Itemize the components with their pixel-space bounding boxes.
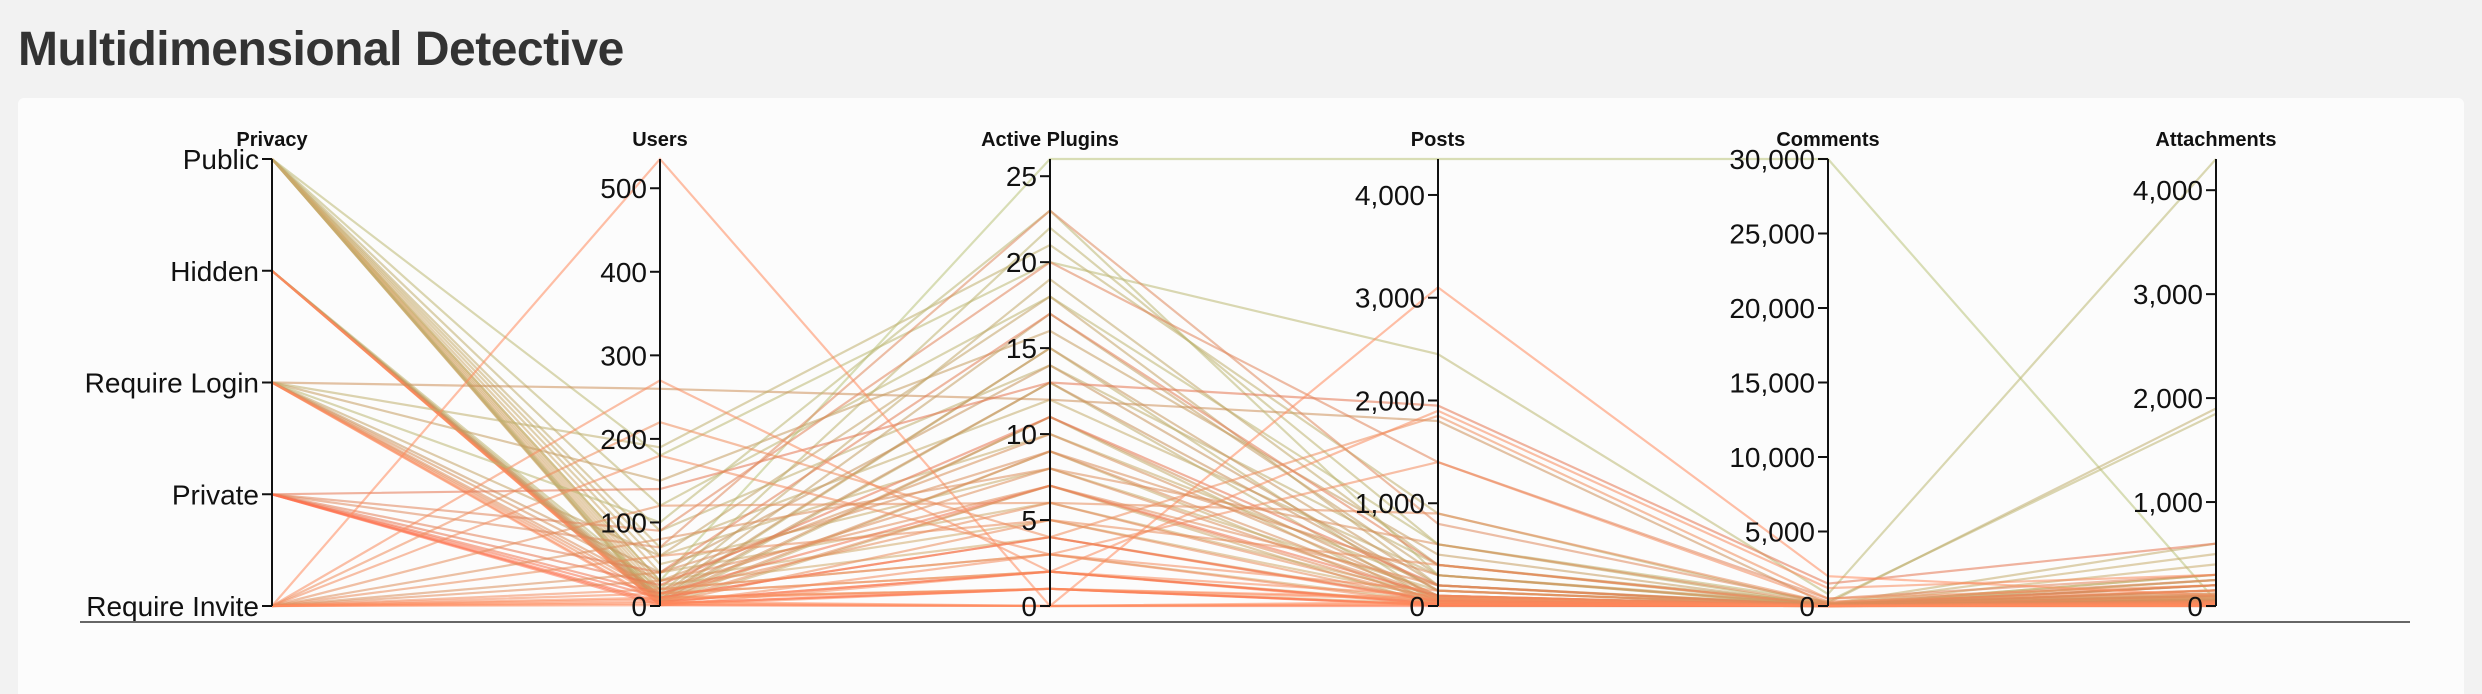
- tick-label: 5,000: [1745, 517, 1815, 548]
- axis-posts: Posts 0 1,000 2,000 3,000 4,000: [1355, 129, 1465, 622]
- tick-label: 4,000: [2133, 175, 2203, 206]
- record-line: [271, 158, 2217, 605]
- tick-label: 3,000: [1355, 283, 1425, 314]
- tick-label: 30,000: [1729, 144, 1815, 175]
- tick-label: Require Invite: [86, 591, 259, 622]
- axis-title-comments[interactable]: Comments: [1776, 129, 1879, 151]
- tick-label: 0: [1409, 591, 1425, 622]
- record-line: [271, 158, 2217, 596]
- tick-label: 1,000: [1355, 488, 1425, 519]
- axis-title-posts[interactable]: Posts: [1411, 129, 1465, 151]
- record-line: [271, 157, 2217, 608]
- tick-label: 20: [1006, 247, 1037, 278]
- axis-attachments: Attachments 0 1,000 2,000 3,000 4,000: [2133, 129, 2277, 622]
- tick-label: 200: [600, 424, 647, 455]
- tick-label: 2,000: [1355, 385, 1425, 416]
- tick-label: 25: [1006, 161, 1037, 192]
- tick-label: 10,000: [1729, 442, 1815, 473]
- tick-label: 100: [600, 507, 647, 538]
- tick-label: Public: [183, 144, 259, 175]
- tick-label: 15,000: [1729, 368, 1815, 399]
- tick-label: 15: [1006, 333, 1037, 364]
- tick-label: 0: [2187, 591, 2203, 622]
- record-line: [271, 603, 2216, 608]
- record-line: [271, 260, 2217, 600]
- tick-label: Private: [172, 479, 259, 510]
- axis-active-plugins: Active Plugins 0 5 10 15 20 25: [981, 129, 1119, 622]
- tick-label: 10: [1006, 419, 1037, 450]
- record-line: [271, 379, 2217, 607]
- tick-label: Hidden: [170, 256, 259, 287]
- tick-label: 500: [600, 173, 647, 204]
- chart-panel: Privacy Public Hidden Require Login Private R…: [18, 98, 2464, 694]
- tick-label: 300: [600, 340, 647, 371]
- tick-label: 0: [631, 591, 647, 622]
- record-line: [271, 381, 2217, 585]
- record-line: [271, 414, 2217, 607]
- axis-title-privacy[interactable]: Privacy: [236, 129, 308, 151]
- axis-comments: Comments 0 5,000 10,000 15,000 20,000 25,000 30…: [1729, 129, 1879, 622]
- tick-label: 400: [600, 257, 647, 288]
- tick-label: 1,000: [2133, 487, 2203, 518]
- axis-title-users[interactable]: Users: [632, 129, 688, 151]
- axis-users: Users 0 100 200 300 400 500: [600, 129, 688, 622]
- tick-label: 4,000: [1355, 180, 1425, 211]
- tick-label: 2,000: [2133, 383, 2203, 414]
- tick-label: 0: [1799, 591, 1815, 622]
- tick-label: 25,000: [1729, 219, 1815, 250]
- tick-label: 0: [1021, 591, 1037, 622]
- axis-title-attachments[interactable]: Attachments: [2155, 129, 2276, 151]
- record-lines: [271, 157, 2217, 608]
- tick-label: 5: [1021, 505, 1037, 536]
- tick-label: 3,000: [2133, 279, 2203, 310]
- tick-label: Require Login: [85, 368, 259, 399]
- axis-title-active-plugins[interactable]: Active Plugins: [981, 129, 1119, 151]
- page-title: Multidimensional Detective: [18, 23, 624, 76]
- tick-label: 20,000: [1729, 293, 1815, 324]
